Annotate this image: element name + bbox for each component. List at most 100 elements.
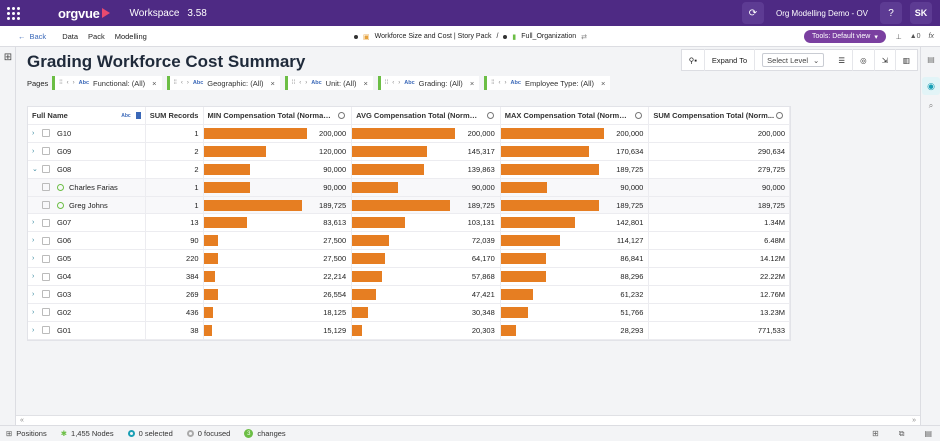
col-header-max[interactable]: MAX Compensation Total (Normali...	[501, 107, 650, 124]
chevron-right-icon[interactable]: ›	[32, 327, 42, 334]
table-row[interactable]: › G05 220 27,500 64,170 86,841 14.12M	[28, 250, 790, 268]
table-row[interactable]: › G10 1 200,000 200,000 200,000 200,000	[28, 125, 790, 143]
target-icon[interactable]: ◎	[853, 49, 875, 71]
project-name[interactable]: Org Modelling Demo - OV	[764, 9, 880, 18]
name-cell[interactable]: › G05	[28, 250, 146, 267]
row-checkbox[interactable]	[42, 219, 50, 227]
horizontal-scrollbar[interactable]: « »	[16, 415, 920, 425]
search-icon[interactable]: ⌕	[926, 101, 936, 111]
chevron-right-icon[interactable]: ›	[32, 219, 42, 226]
table-row[interactable]: › G06 90 27,500 72,039 114,127 6.48M	[28, 232, 790, 250]
chevron-right-icon[interactable]: ›	[32, 273, 42, 280]
drag-handle-icon[interactable]: ⁞⁞	[292, 80, 295, 86]
name-cell[interactable]: › G07	[28, 214, 146, 231]
drag-handle-icon[interactable]: ⁞⁞	[491, 80, 494, 86]
prev-icon[interactable]: ‹	[392, 80, 394, 86]
table-row[interactable]: › G02 436 18,125 30,348 51,766 13.23M	[28, 304, 790, 322]
prev-icon[interactable]: ‹	[67, 80, 69, 86]
chevron-right-icon[interactable]: ›	[32, 237, 42, 244]
menu-pack[interactable]: Pack	[88, 32, 105, 41]
app-grid-icon[interactable]	[0, 0, 26, 26]
notification-count[interactable]: ▲0	[910, 33, 921, 40]
row-checkbox[interactable]	[42, 290, 50, 298]
list-view-icon[interactable]: ☰	[831, 49, 853, 71]
row-checkbox[interactable]	[42, 255, 50, 263]
prev-icon[interactable]: ‹	[299, 80, 301, 86]
formula-icon[interactable]: fx	[929, 33, 934, 40]
close-icon[interactable]: ×	[470, 79, 474, 88]
filter-geographic[interactable]: ⁞⁞ ‹ › Abc Geographic: (All) ×	[167, 76, 280, 90]
table-row[interactable]: ⌄ G08 2 90,000 139,863 189,725 279,725	[28, 161, 790, 179]
tools-dropdown[interactable]: Tools: Default view ▾	[804, 30, 886, 43]
help-button[interactable]: ?	[880, 2, 902, 24]
bookmark-icon[interactable]	[136, 112, 141, 119]
add-view-icon[interactable]: ⊞	[872, 429, 879, 439]
name-cell[interactable]: › G04	[28, 268, 146, 285]
breadcrumb-dataset[interactable]: Full_Organization	[521, 33, 576, 40]
table-row[interactable]: › G03 269 26,554 47,421 61,232 12.76M	[28, 286, 790, 304]
name-cell[interactable]: › G06	[28, 232, 146, 249]
row-checkbox[interactable]	[42, 308, 50, 316]
select-level-dropdown[interactable]: Select Level ⌄	[762, 53, 824, 67]
col-header-records[interactable]: SUM Records	[146, 107, 204, 124]
export-icon[interactable]: ⇲	[875, 49, 896, 71]
chevron-right-icon[interactable]: ›	[32, 291, 42, 298]
duplicate-icon[interactable]: ⧉	[899, 429, 905, 439]
filter-employee-type[interactable]: ⁞⁞ ‹ › Abc Employee Type: (All) ×	[484, 76, 610, 90]
drag-handle-icon[interactable]: ⁞⁞	[385, 80, 388, 86]
next-icon[interactable]: ›	[187, 80, 189, 86]
scroll-left-icon[interactable]: «	[20, 417, 24, 424]
prev-icon[interactable]: ‹	[181, 80, 183, 86]
properties-icon[interactable]: ◉	[922, 77, 940, 95]
chevron-right-icon[interactable]: ›	[32, 148, 42, 155]
chevron-right-icon[interactable]: ›	[32, 130, 42, 137]
table-row-child[interactable]: Charles Farias 1 90,000 90,000 90,000 90,000	[28, 179, 790, 197]
pin-icon[interactable]: ⊥	[896, 33, 902, 41]
next-icon[interactable]: ›	[505, 80, 507, 86]
add-icon[interactable]: ⊞	[3, 53, 13, 63]
prev-icon[interactable]: ‹	[499, 80, 501, 86]
chevron-right-icon[interactable]: ›	[32, 255, 42, 262]
filter-icon[interactable]: ⚲▪	[682, 49, 705, 71]
gear-icon[interactable]	[635, 112, 642, 119]
selected-status[interactable]: 0 selected	[128, 429, 173, 438]
changes-status[interactable]: 3 changes	[244, 429, 285, 438]
name-cell[interactable]: Greg Johns	[28, 197, 146, 214]
next-icon[interactable]: ›	[305, 80, 307, 86]
close-icon[interactable]: ×	[271, 79, 275, 88]
close-icon[interactable]: ×	[364, 79, 368, 88]
filter-unit[interactable]: ⁞⁞ ‹ › Abc Unit: (All) ×	[285, 76, 373, 90]
chevron-right-icon[interactable]: ›	[32, 309, 42, 316]
menu-data[interactable]: Data	[62, 32, 78, 41]
panel-toggle-icon[interactable]: ▤	[924, 429, 932, 439]
col-header-avg[interactable]: AVG Compensation Total (Normali...	[352, 107, 501, 124]
name-cell[interactable]: Charles Farias	[28, 179, 146, 196]
name-cell[interactable]: ⌄ G08	[28, 161, 146, 178]
positions-status[interactable]: ⊞ Positions	[6, 429, 47, 438]
gear-icon[interactable]	[487, 112, 494, 119]
gear-icon[interactable]	[776, 112, 783, 119]
name-cell[interactable]: › G02	[28, 304, 146, 321]
name-cell[interactable]: › G10	[28, 125, 146, 142]
row-checkbox[interactable]	[42, 201, 50, 209]
close-icon[interactable]: ×	[152, 79, 156, 88]
scroll-right-icon[interactable]: »	[912, 417, 916, 424]
orgvue-logo[interactable]: orgvue	[58, 6, 110, 21]
menu-modelling[interactable]: Modelling	[115, 32, 147, 41]
breadcrumb-pack[interactable]: Workforce Size and Cost | Story Pack	[375, 33, 492, 40]
row-checkbox[interactable]	[42, 273, 50, 281]
layout-icon[interactable]: ▥	[896, 49, 917, 71]
row-checkbox[interactable]	[42, 183, 50, 191]
chevron-down-icon[interactable]: ⌄	[32, 165, 42, 173]
panel-icon[interactable]: ▤	[926, 55, 936, 65]
name-cell[interactable]: › G01	[28, 322, 146, 339]
focused-status[interactable]: 0 focused	[187, 429, 231, 438]
row-checkbox[interactable]	[42, 326, 50, 334]
drag-handle-icon[interactable]: ⁞⁞	[59, 80, 62, 86]
name-cell[interactable]: › G03	[28, 286, 146, 303]
table-row[interactable]: › G07 13 83,613 103,131 142,801 1.34M	[28, 214, 790, 232]
row-checkbox[interactable]	[42, 129, 50, 137]
refresh-icon[interactable]: ⟳	[742, 2, 764, 24]
next-icon[interactable]: ›	[73, 80, 75, 86]
row-checkbox[interactable]	[42, 165, 50, 173]
